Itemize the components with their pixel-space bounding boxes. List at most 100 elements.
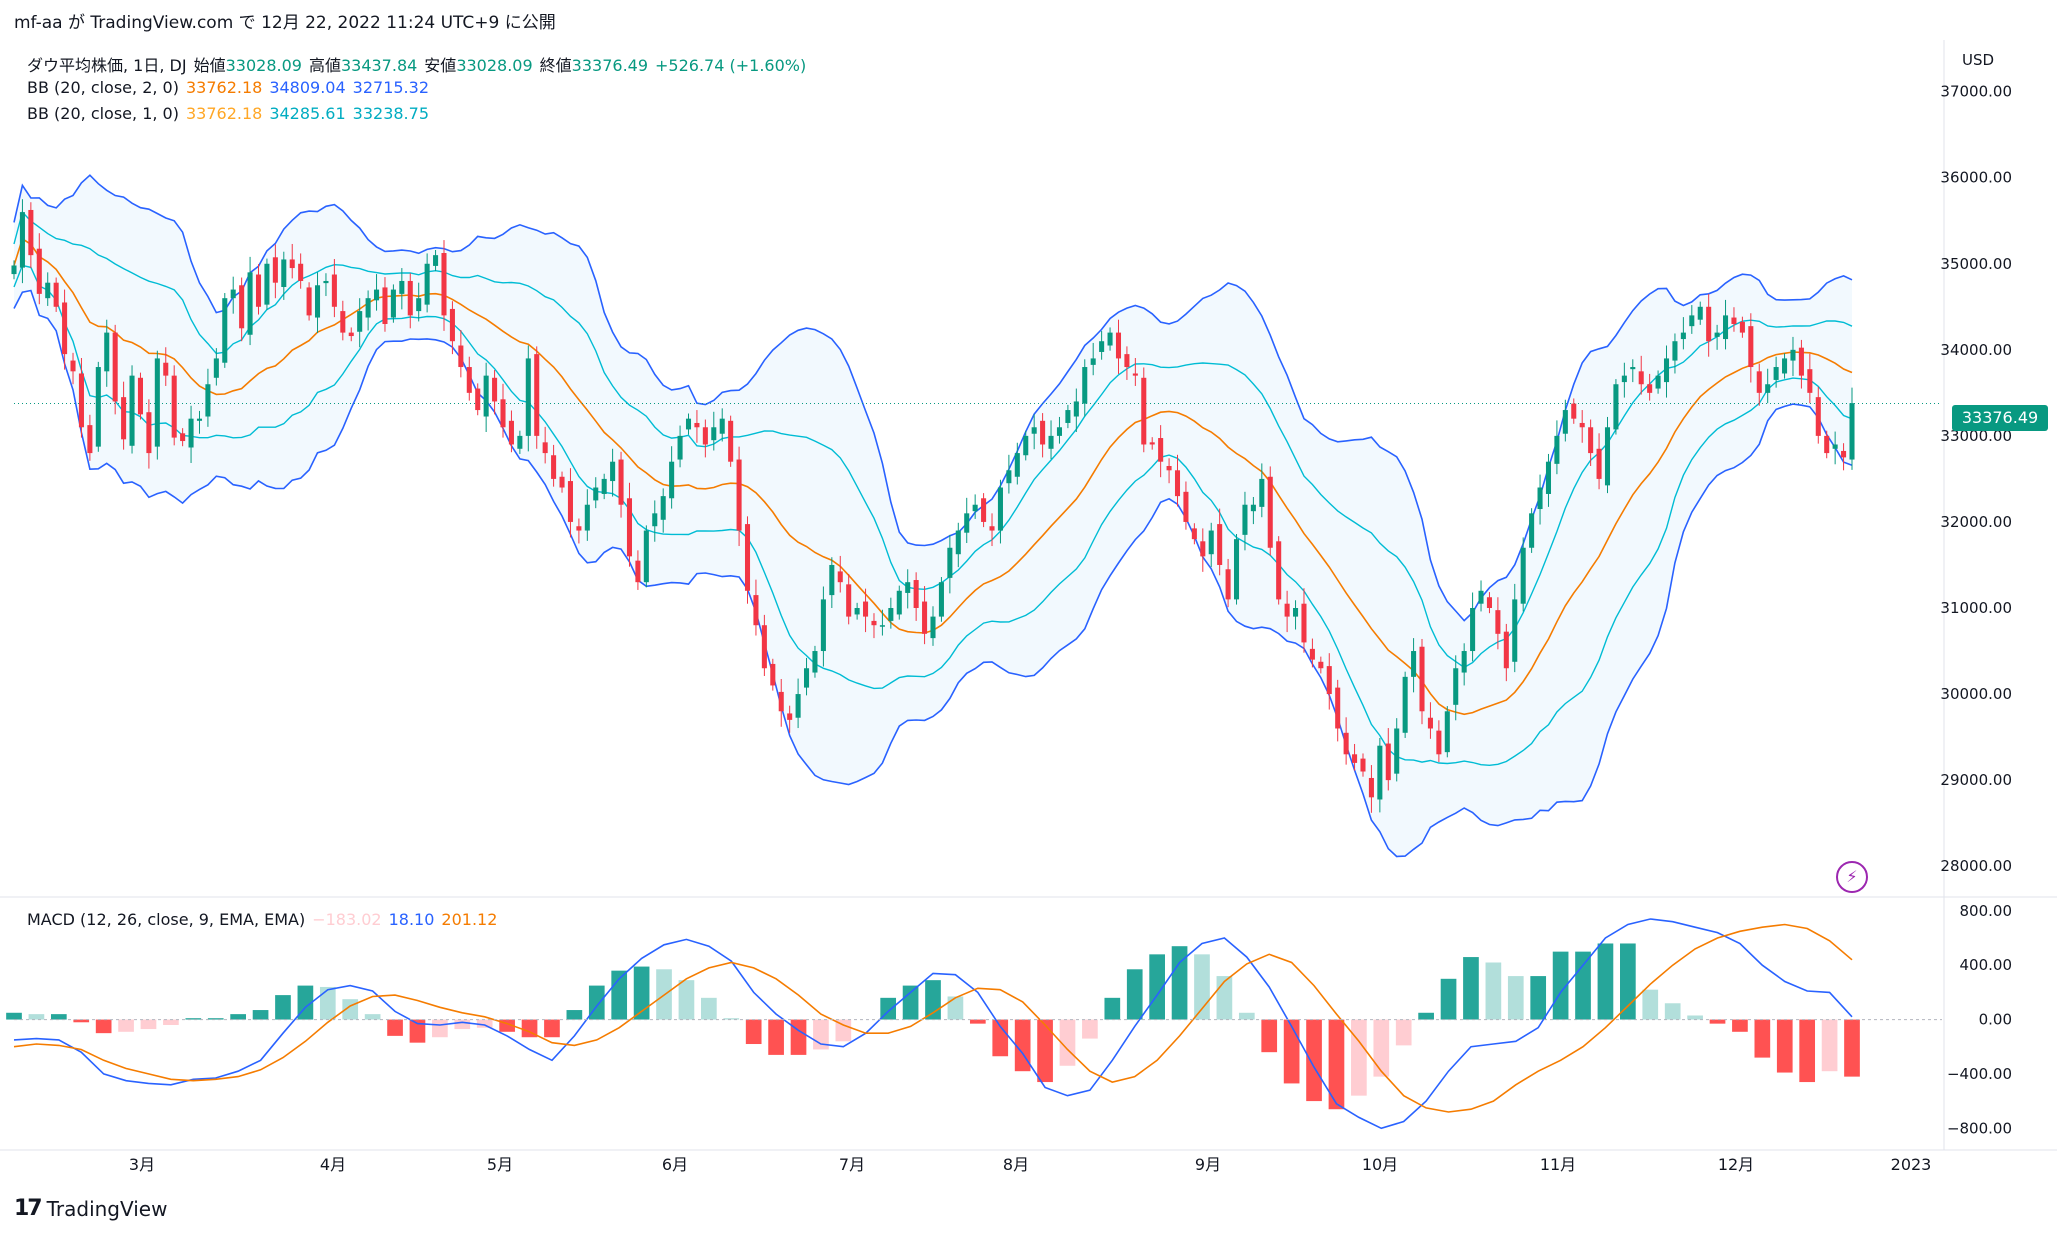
candle-body <box>854 608 860 615</box>
candle-body <box>601 478 607 494</box>
macd-histogram-bar <box>723 1018 740 1020</box>
candle-body <box>1638 371 1644 385</box>
currency-label: USD <box>1962 51 1995 69</box>
candle-body <box>930 616 936 639</box>
macd-histogram-bar <box>1642 989 1659 1020</box>
candle-body <box>1663 358 1670 383</box>
candle-body <box>407 280 413 316</box>
candle-body <box>1099 341 1105 352</box>
macd-histogram-bar <box>1014 1019 1031 1072</box>
candle-body <box>323 280 329 284</box>
candle-body <box>643 530 649 583</box>
macd-histogram-bar <box>95 1019 112 1034</box>
price-tick-label: 36000.00 <box>1940 169 2012 187</box>
time-tick-label: 7月 <box>839 1155 865 1174</box>
candle-body <box>382 287 388 324</box>
candle-body <box>1191 528 1197 540</box>
candle-body <box>1596 448 1602 479</box>
macd-histogram-bar <box>454 1019 471 1030</box>
macd-histogram-bar <box>1440 978 1457 1020</box>
candle-body <box>154 358 160 447</box>
candle-body <box>1225 569 1231 600</box>
candle-body <box>1765 384 1771 393</box>
candle-body <box>989 526 995 531</box>
candle-body <box>525 358 531 436</box>
candle-body <box>1259 478 1265 507</box>
candle-body <box>1706 306 1712 342</box>
candle-body <box>222 298 228 363</box>
candle-body <box>239 285 245 329</box>
candle-body <box>1023 435 1029 456</box>
candle-body <box>1115 332 1122 359</box>
lightning-icon[interactable]: ⚡ <box>1836 861 1868 893</box>
candle-body <box>660 496 666 520</box>
bb1-basis: 33762.18 <box>185 104 263 123</box>
macd-pane[interactable] <box>6 918 1860 1130</box>
candle-body <box>542 442 548 454</box>
signal-line <box>13 923 1853 1113</box>
change-value: +526.74 (+1.60%) <box>655 56 807 75</box>
candle-body <box>1436 730 1442 755</box>
candle-body <box>584 504 590 531</box>
signal-value: 201.12 <box>441 910 498 929</box>
macd-histogram-bar <box>1418 1012 1434 1020</box>
macd-hist-value: −183.02 <box>312 910 382 929</box>
candle-body <box>669 461 675 499</box>
footer-brand[interactable]: 17 TradingView <box>14 1196 167 1221</box>
candlesticks[interactable] <box>11 199 1855 813</box>
bb2-lower: 32715.32 <box>352 78 429 97</box>
candle-body <box>1621 375 1627 383</box>
candle-body <box>947 547 953 578</box>
candle-body <box>744 524 751 591</box>
high-value: 33437.84 <box>340 56 418 75</box>
candle-body <box>331 274 337 307</box>
candle-body <box>1174 470 1181 497</box>
candle-body <box>981 498 987 522</box>
candle-body <box>778 691 784 712</box>
candle-body <box>711 427 717 441</box>
macd-histogram-bar <box>140 1019 157 1030</box>
candle-body <box>28 209 34 256</box>
open-value: 33028.09 <box>225 56 302 75</box>
candle-body <box>1545 461 1552 494</box>
candle-body <box>761 625 767 669</box>
macd-histogram-bar <box>1126 969 1143 1020</box>
candle-body <box>1402 676 1408 733</box>
candle-body <box>685 418 692 430</box>
macd-histogram-bar <box>319 986 336 1020</box>
symbol-legend: ダウ平均株価, 1日, DJ 始値33028.09 高値33437.84 安値3302… <box>27 52 813 76</box>
brand-name: TradingView <box>46 1196 168 1221</box>
macd-histogram-bar <box>566 1010 583 1020</box>
price-tick-label: 32000.00 <box>1940 513 2012 531</box>
candle-body <box>1689 315 1695 327</box>
candle-body <box>1031 427 1037 434</box>
candle-body <box>247 272 253 335</box>
candle-body <box>289 259 295 269</box>
candle-body <box>1748 326 1754 368</box>
candle-body <box>719 418 725 434</box>
tradingview-logo-icon: 17 <box>14 1196 43 1221</box>
axes: 37000.00 36000.00 35000.00 34000.00 33000.00… <box>0 40 2057 1174</box>
macd-histogram-bar <box>1037 1019 1053 1083</box>
candle-body <box>1672 341 1678 361</box>
macd-value: 18.10 <box>388 910 435 929</box>
candle-body <box>1326 666 1332 695</box>
candle-body <box>146 412 152 454</box>
candle-body <box>1503 631 1509 669</box>
macd-histogram-bar <box>701 997 717 1020</box>
candle-body <box>1360 758 1366 772</box>
candle-body <box>1478 590 1484 604</box>
candle-body <box>1377 745 1383 800</box>
macd-tick-label: 400.00 <box>1960 956 2013 974</box>
candle-body <box>19 212 25 268</box>
candle-body <box>1554 435 1560 464</box>
time-tick-label: 11月 <box>1540 1155 1576 1174</box>
candle-body <box>618 459 624 505</box>
candle-body <box>1647 384 1653 393</box>
candle-body <box>610 461 616 482</box>
candle-body <box>888 608 894 621</box>
candle-body <box>1739 321 1745 333</box>
candle-body <box>694 422 700 428</box>
candle-body <box>1579 422 1585 428</box>
